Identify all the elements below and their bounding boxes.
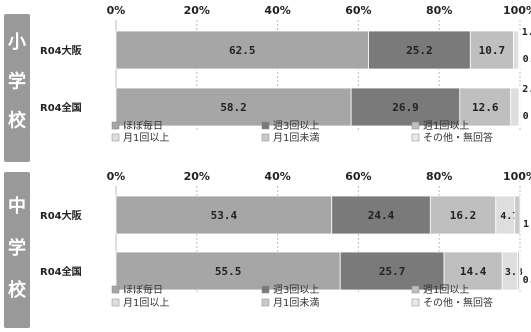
data-label: 3.8 <box>505 267 523 278</box>
legend-swatch <box>411 285 420 294</box>
legend-swatch <box>261 298 270 307</box>
section-label-char: 校 <box>8 110 27 132</box>
data-label: 25.7 <box>379 265 406 278</box>
legend-label: ほぼ毎日 <box>123 119 163 132</box>
data-label: 4.7 <box>500 211 518 222</box>
data-label: 25.2 <box>406 44 433 57</box>
x-tick-label: 40% <box>264 170 290 183</box>
legend-swatch <box>411 298 420 307</box>
bar-segment <box>514 195 521 235</box>
bar-segment <box>115 195 333 235</box>
chart-elementary: 0% 20% 40% 60% 80% 100% R04大阪 62.5 25.2 10.7 1.3 0.… <box>40 4 531 144</box>
legend-label: 週1回以上 <box>423 120 469 132</box>
data-label: 1.3 <box>522 27 531 38</box>
bar-segment <box>350 87 461 127</box>
legend-swatch <box>261 121 270 130</box>
category-label: R04全国 <box>40 101 82 114</box>
category-label: R04大阪 <box>40 44 83 57</box>
data-label: 16.2 <box>450 209 477 222</box>
legend-label: その他・無回答 <box>423 296 493 309</box>
data-label: 55.5 <box>215 265 242 278</box>
section-label-char: 小 <box>8 32 26 53</box>
data-label: 62.5 <box>229 44 256 57</box>
bar-segment <box>368 30 471 70</box>
data-label: 12.6 <box>472 101 499 114</box>
section-label-char: 学 <box>8 237 26 259</box>
legend-swatch <box>411 121 420 130</box>
x-tick-label: 60% <box>345 4 371 17</box>
bar-segment <box>115 251 341 291</box>
bar-segment <box>513 30 520 70</box>
x-tick-label: 40% <box>264 4 290 17</box>
section-label-char: 中 <box>8 195 26 217</box>
bar-segment <box>429 195 497 235</box>
chart-junior-high: 0% 20% 40% 60% 80% 100% R04大阪 53.4 24.4 16.2 4.7 1.… <box>40 170 531 309</box>
x-tick-label: 20% <box>184 170 210 183</box>
bar-segment <box>339 251 445 291</box>
bar-segment <box>115 87 352 127</box>
legend-swatch <box>111 121 120 130</box>
legend-label: 週3回以上 <box>273 120 319 132</box>
section-band <box>4 172 30 328</box>
data-label: 24.4 <box>368 209 395 222</box>
data-label: 0.5 <box>523 275 531 286</box>
legend-swatch <box>111 298 120 307</box>
legend-label: 月1回以上 <box>123 132 169 144</box>
data-label: 1.3 <box>523 219 531 230</box>
x-tick-label: 100% <box>503 170 531 183</box>
category-label: R04大阪 <box>40 209 83 222</box>
bar-segment <box>115 30 369 70</box>
data-label: 2.1 <box>522 84 531 95</box>
section-label-char: 校 <box>8 279 27 301</box>
data-label: 58.2 <box>220 101 247 114</box>
x-tick-label: 60% <box>345 170 371 183</box>
legend-swatch <box>261 133 270 142</box>
x-tick-label: 20% <box>184 4 210 17</box>
bar-segment <box>510 87 520 127</box>
data-label: 14.4 <box>460 265 487 278</box>
data-label: 26.9 <box>392 101 419 114</box>
legend-label: 月1回未満 <box>273 297 319 309</box>
section-label-char: 学 <box>8 70 26 92</box>
data-label: 0. <box>523 54 531 65</box>
data-label: 0 <box>523 111 529 122</box>
legend-label: 月1回未満 <box>273 132 319 144</box>
section-band <box>4 14 30 162</box>
x-tick-label: 0% <box>107 4 126 17</box>
bar-segment <box>459 87 512 127</box>
legend-label: その他・無回答 <box>423 131 493 144</box>
data-label: 10.7 <box>479 44 506 57</box>
x-tick-label: 0% <box>107 170 126 183</box>
legend-label: 週3回以上 <box>273 284 319 296</box>
x-tick-label: 80% <box>426 170 452 183</box>
category-label: R04全国 <box>40 265 82 278</box>
legend-swatch <box>411 133 420 142</box>
legend-label: 月1回以上 <box>123 297 169 309</box>
x-tick-label: 100% <box>503 4 531 17</box>
legend-label: 週1回以上 <box>423 284 469 296</box>
legend-swatch <box>261 285 270 294</box>
legend-label: ほぼ毎日 <box>123 283 163 296</box>
x-tick-label: 80% <box>426 4 452 17</box>
legend-swatch <box>111 285 120 294</box>
data-label: 53.4 <box>211 209 238 222</box>
legend-swatch <box>111 133 120 142</box>
